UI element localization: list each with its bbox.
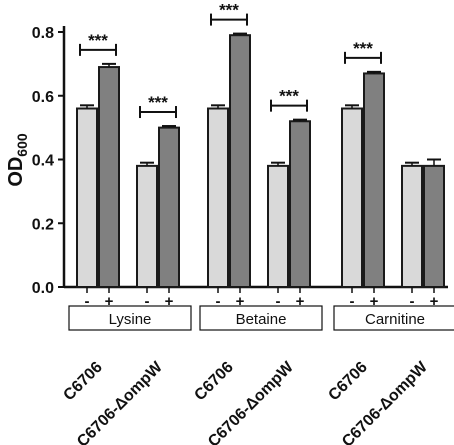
sig-stars: *** xyxy=(353,39,373,58)
sign-label: + xyxy=(105,293,114,310)
strain-label: C6706 xyxy=(60,359,105,404)
sign-label: + xyxy=(165,293,174,310)
sign-label: - xyxy=(145,293,150,310)
bar-plus xyxy=(98,66,120,288)
sig-stars: *** xyxy=(219,1,239,20)
bar-plus xyxy=(363,72,385,288)
y-tick-label: 0.8 xyxy=(32,25,54,42)
group-box xyxy=(68,305,192,331)
bar-minus xyxy=(136,164,158,288)
sign-label: + xyxy=(430,293,439,310)
strain-label: C6706 xyxy=(325,359,370,404)
sign-label: + xyxy=(296,293,305,310)
sig-stars: *** xyxy=(148,93,168,112)
bar-marks xyxy=(76,34,445,288)
sign-label: + xyxy=(370,293,379,310)
bar-minus xyxy=(207,107,229,288)
group-box xyxy=(199,305,323,331)
sign-label: - xyxy=(85,293,90,310)
treatment-sign-labels: - + - + - + - + - + - + xyxy=(85,287,439,310)
sign-label: + xyxy=(236,293,245,310)
bar-plus xyxy=(229,34,251,288)
sign-label: - xyxy=(410,293,415,310)
sign-label: - xyxy=(276,293,281,310)
group-label: Carnitine xyxy=(365,311,425,328)
y-tick-label: 0.2 xyxy=(32,216,54,233)
bar-minus xyxy=(76,107,98,288)
sign-label: - xyxy=(350,293,355,310)
bar-minus xyxy=(341,107,363,288)
y-axis-label-main: OD xyxy=(5,157,27,187)
y-tick-label: 0.0 xyxy=(32,280,54,297)
group-label: Betaine xyxy=(236,311,287,328)
y-axis-label: OD600 xyxy=(5,133,30,187)
group-label: Lysine xyxy=(109,311,152,328)
sig-stars: *** xyxy=(279,87,299,106)
bar-minus xyxy=(267,164,289,288)
y-axis-label-subscript: 600 xyxy=(14,133,30,157)
sign-label: - xyxy=(216,293,221,310)
error-bars xyxy=(80,32,441,166)
y-tick-label: 0.6 xyxy=(32,89,54,106)
substrate-group-labels: Lysine Betaine Carnitine xyxy=(68,305,454,331)
y-tick-label: 0.4 xyxy=(32,153,54,170)
bar-plus xyxy=(289,120,311,288)
bar-plus xyxy=(158,126,180,288)
bar-plus xyxy=(423,164,445,288)
bar-minus xyxy=(401,164,423,288)
significance-markers: *** *** *** *** *** xyxy=(79,1,382,119)
sig-stars: *** xyxy=(88,31,108,50)
group-box xyxy=(333,305,454,331)
strain-label: C6706 xyxy=(191,359,236,404)
